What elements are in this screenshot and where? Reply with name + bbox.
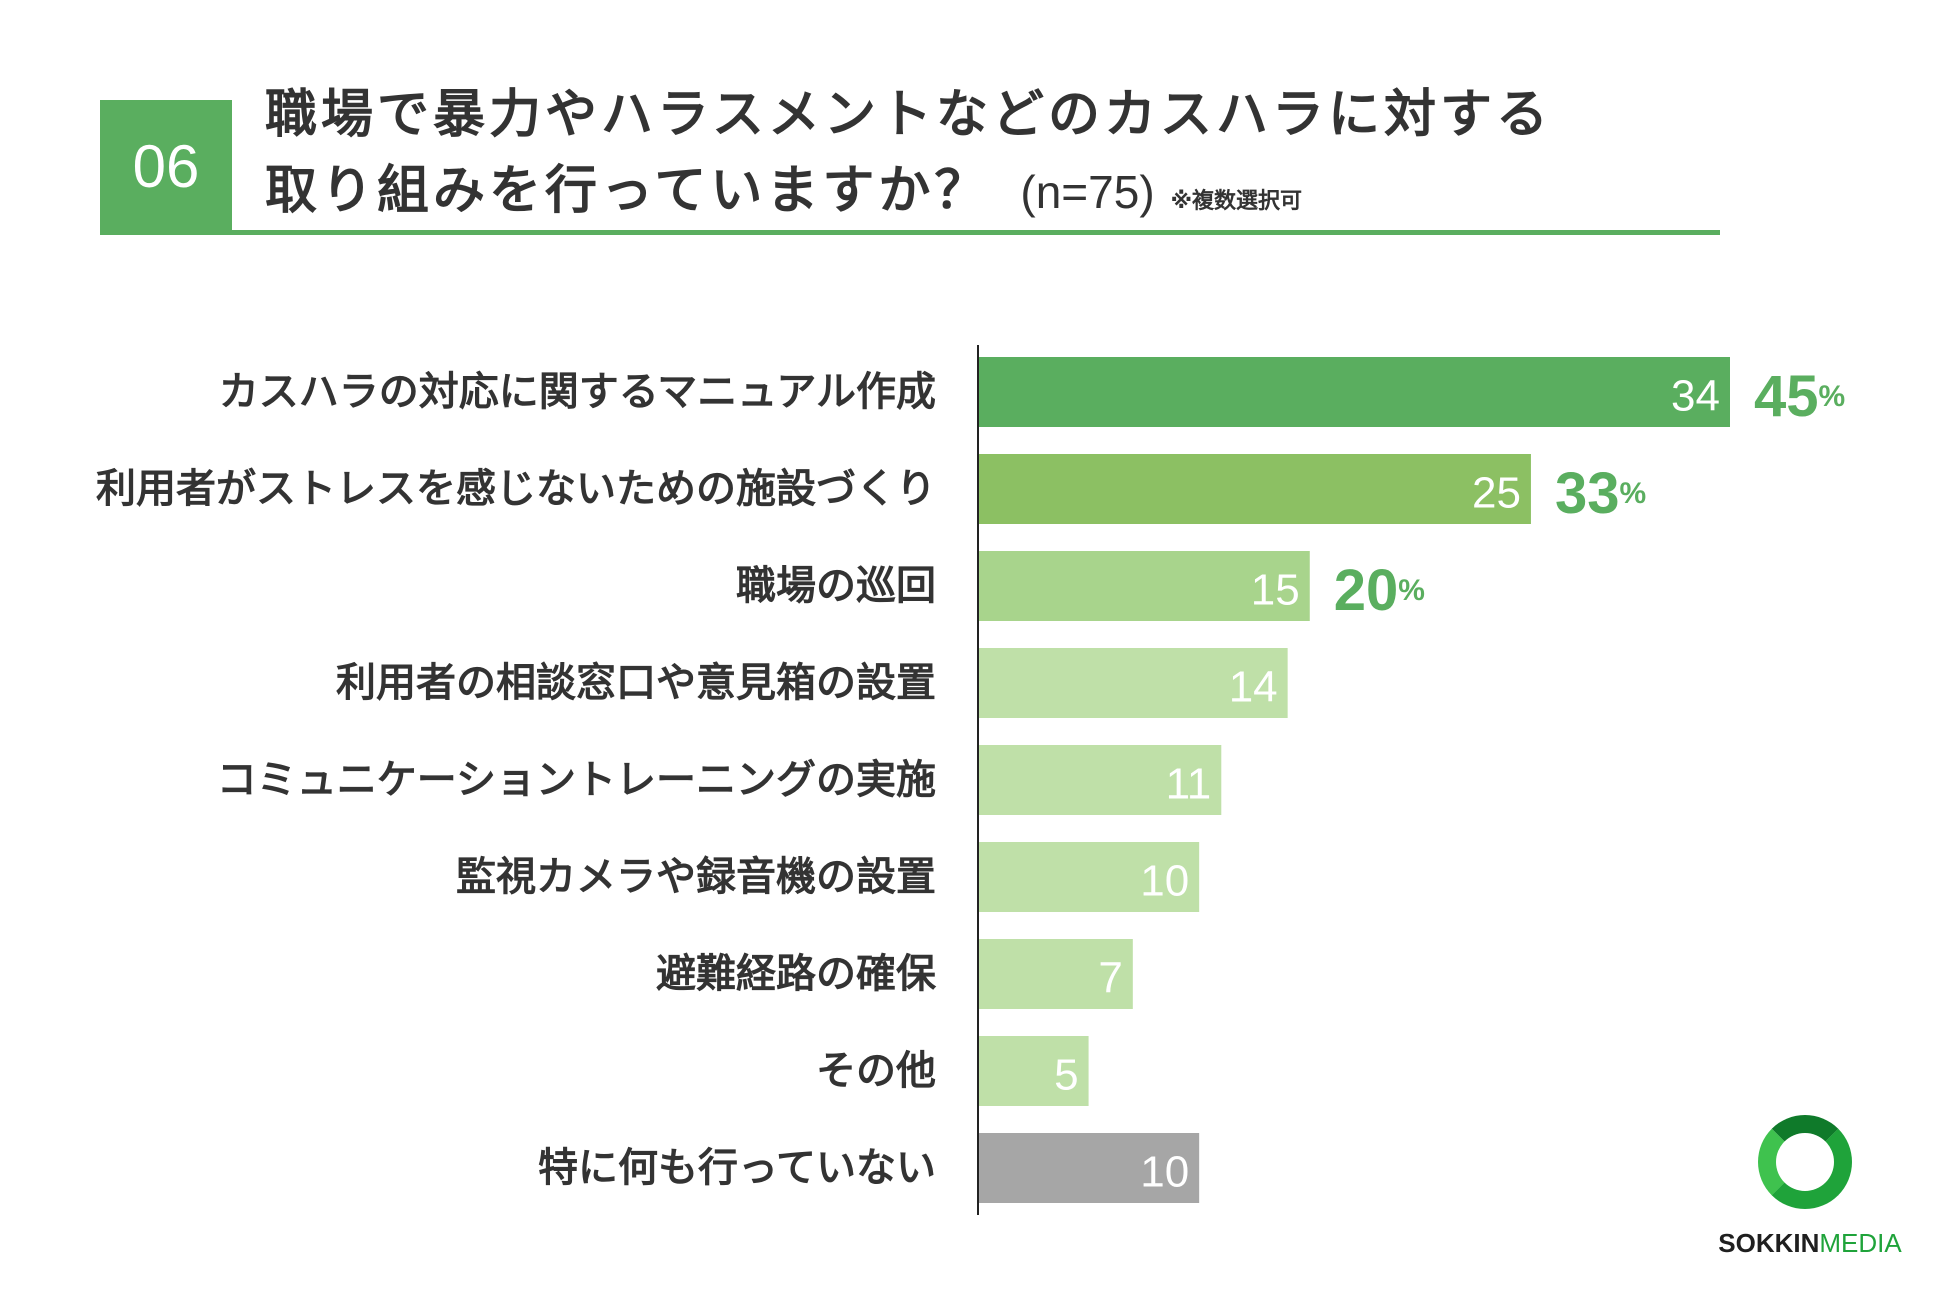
sokkin-media-logo: SOKKINMEDIA	[1700, 1110, 1920, 1260]
logo-ring-icon	[1758, 1115, 1852, 1209]
category-label-9: 特に何も行っていない	[538, 1145, 936, 1191]
bar-9	[978, 1133, 1200, 1203]
bar-7	[978, 939, 1133, 1009]
bar-6	[978, 842, 1200, 912]
value-label-9: 10	[1140, 1148, 1189, 1197]
value-label-8: 5	[1054, 1051, 1078, 1100]
value-label-6: 10	[1140, 857, 1189, 906]
multiple-choice-note: ※複数選択可	[1170, 189, 1303, 214]
question-title-line-2: 取り組みを行っていますか？ (n=75) ※複数選択可	[265, 148, 1302, 223]
category-label-4: 利用者の相談窓口や意見箱の設置	[336, 660, 936, 706]
bar-1	[978, 357, 1730, 427]
category-label-2: 利用者がストレスを感じないための施設づくり	[96, 466, 936, 512]
category-label-8: その他	[816, 1048, 936, 1094]
value-label-2: 25	[1472, 469, 1521, 518]
category-label-7: 避難経路の確保	[656, 951, 937, 997]
logo-text-accent: MEDIA	[1819, 1228, 1902, 1258]
value-label-3: 15	[1251, 566, 1300, 615]
value-label-5: 11	[1166, 760, 1212, 809]
question-title-line-2-text: 取り組みを行っていますか？	[265, 161, 991, 221]
sample-size-label: (n=75)	[1020, 166, 1155, 218]
value-label-4: 14	[1229, 663, 1278, 712]
header: 06 職場で暴力やハラスメントなどのカスハラに対する 取り組みを行っていますか？…	[0, 0, 1950, 260]
logo-text-main: SOKKIN	[1718, 1228, 1820, 1258]
bar-4	[978, 648, 1288, 718]
bar-3	[978, 551, 1310, 621]
bar-5	[978, 745, 1222, 815]
category-label-6: 監視カメラや録音機の設置	[456, 854, 936, 900]
category-label-1: カスハラの対応に関するマニュアル作成	[219, 369, 936, 415]
logo-wordmark: SOKKINMEDIA	[1700, 1228, 1920, 1259]
question-title-line-1: 職場で暴力やハラスメントなどのカスハラに対する	[265, 85, 1552, 145]
bar-2	[978, 454, 1531, 524]
percent-label-3: 20%	[1334, 558, 1425, 623]
category-label-5: コミュニケーショントレーニングの実施	[217, 757, 936, 803]
percent-label-1: 45%	[1754, 364, 1845, 429]
bar-8	[978, 1036, 1089, 1106]
percent-label-2: 33%	[1555, 461, 1646, 526]
question-number-badge: 06	[100, 100, 232, 232]
header-divider	[100, 230, 1720, 235]
value-label-7: 7	[1098, 954, 1122, 1003]
category-label-3: 職場の巡回	[736, 563, 936, 609]
value-label-1: 34	[1671, 372, 1720, 421]
